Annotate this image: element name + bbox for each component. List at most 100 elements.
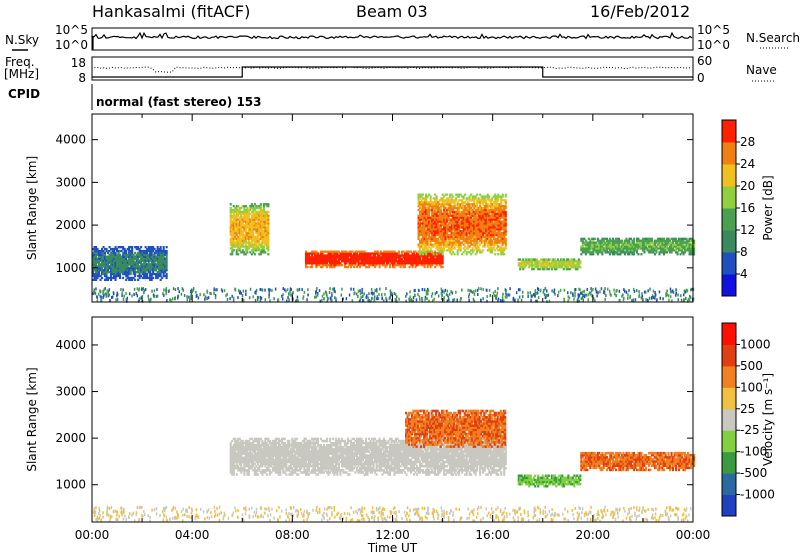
power-cell	[450, 245, 453, 248]
power-cell	[488, 210, 491, 214]
power-cell	[498, 214, 501, 217]
power-cell	[428, 206, 431, 210]
power-cell	[312, 258, 315, 261]
power-cell	[632, 241, 635, 244]
power-noise-cell	[302, 295, 305, 299]
power-cell	[601, 245, 604, 248]
power-cell	[471, 214, 474, 217]
power-cell	[565, 264, 568, 267]
power-cell	[446, 224, 449, 227]
power-cell	[637, 241, 640, 244]
power-cell	[488, 212, 491, 215]
power-noise-cell	[667, 294, 670, 298]
power-cell	[468, 239, 471, 242]
power-cell	[95, 278, 98, 281]
power-cell	[98, 251, 101, 255]
power-cell	[456, 231, 459, 235]
power-cell	[114, 274, 117, 278]
power-noise-cell	[443, 298, 445, 302]
power-cell	[162, 249, 165, 253]
power-cell	[459, 230, 462, 233]
power-cell	[237, 210, 240, 214]
power-cell	[249, 212, 252, 215]
power-cell	[465, 208, 468, 212]
power-cell	[161, 276, 164, 280]
power-cell	[468, 235, 471, 239]
power-cell	[443, 247, 446, 250]
power-noise-cell	[153, 294, 156, 298]
power-cell	[473, 218, 476, 221]
power-cell	[237, 253, 240, 256]
power-cell	[407, 262, 410, 265]
power-cell	[444, 233, 447, 237]
power-noise-cell	[126, 296, 129, 300]
power-noise-cell	[654, 293, 657, 297]
power-cell	[137, 265, 140, 268]
power-cell	[587, 247, 590, 250]
power-cell	[444, 199, 447, 202]
power-cell	[628, 245, 631, 248]
power-cell	[611, 239, 614, 242]
power-cell	[422, 260, 425, 263]
power-cell	[440, 216, 443, 219]
power-cell	[401, 260, 404, 263]
power-cell	[304, 254, 307, 257]
power-cell	[452, 233, 455, 237]
power-cell	[107, 251, 110, 255]
power-cell	[483, 208, 486, 212]
power-noise-cell	[514, 298, 516, 302]
power-cell	[123, 253, 126, 256]
power-cell	[357, 250, 360, 253]
power-cell	[464, 222, 467, 225]
power-cell	[599, 243, 602, 246]
power-cell	[608, 253, 611, 256]
power-cell	[471, 210, 474, 214]
power-cell	[372, 254, 375, 257]
power-cell	[491, 203, 494, 206]
power-cell	[471, 226, 474, 229]
power-cell	[429, 226, 432, 229]
power-cell	[495, 239, 498, 242]
power-cell	[456, 222, 459, 225]
power-cell	[522, 258, 525, 261]
power-cell	[497, 197, 500, 200]
power-cell	[667, 239, 670, 242]
power-cell	[95, 253, 98, 256]
power-cell	[411, 258, 414, 261]
power-cell	[113, 272, 116, 276]
power-cell	[264, 239, 267, 242]
power-cell	[419, 249, 422, 252]
power-cell	[408, 250, 411, 253]
power-cell	[553, 268, 556, 271]
power-cell	[504, 195, 507, 198]
power-cell	[117, 271, 120, 274]
power-cell	[426, 226, 429, 229]
power-cell	[467, 206, 470, 210]
power-cell	[250, 214, 253, 217]
power-cell	[318, 262, 321, 265]
power-noise-cell	[608, 289, 611, 293]
power-cell	[360, 254, 363, 257]
power-cell	[120, 271, 123, 274]
velocity-cell	[235, 446, 238, 449]
power-cell	[479, 199, 482, 202]
power-cell	[468, 230, 471, 233]
power-cell	[432, 218, 435, 221]
power-cell	[422, 237, 425, 240]
power-cell	[244, 233, 247, 237]
power-cell	[374, 254, 377, 257]
power-cell	[422, 228, 425, 231]
power-cell	[602, 237, 605, 240]
power-cell	[104, 247, 107, 251]
power-cell	[246, 235, 249, 239]
power-cell	[447, 197, 450, 200]
power-cell	[247, 224, 250, 227]
power-noise-cell	[362, 299, 365, 303]
power-cell	[647, 245, 650, 248]
power-cell	[265, 233, 268, 237]
power-cell	[473, 205, 476, 208]
power-cell	[250, 253, 253, 256]
power-cell	[402, 262, 405, 265]
power-cell	[234, 231, 237, 235]
power-cell	[494, 201, 497, 204]
